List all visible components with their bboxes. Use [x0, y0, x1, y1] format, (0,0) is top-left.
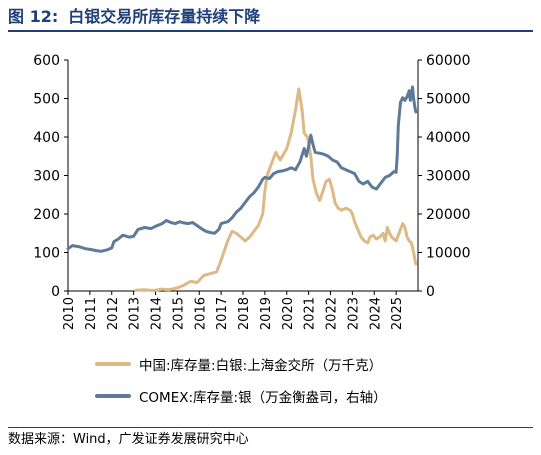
x-tick-label: 2024 [368, 297, 383, 330]
legend-swatch-comex [95, 394, 131, 398]
legend-label-china: 中国:库存量:白银:上海金交所（万千克） [139, 358, 383, 374]
left-tick-label: 200 [33, 207, 60, 223]
chart-legend: 中国:库存量:白银:上海金交所（万千克） COMEX:库存量:银（万金衡盎司，右… [95, 352, 387, 416]
legend-item-comex: COMEX:库存量:银（万金衡盎司，右轴） [95, 384, 387, 408]
series-line-comex [66, 85, 418, 253]
x-tick-label: 2018 [237, 297, 252, 330]
x-tick-label: 2021 [303, 297, 318, 330]
left-tick-label: 400 [33, 130, 60, 146]
figure-title-text: 白银交易所库存量持续下降 [68, 7, 261, 26]
chart-axes: 0 100 200 300 400 500 600 0 10000 20000 30000 40000… [33, 53, 470, 330]
left-tick-label: 100 [33, 246, 60, 262]
x-tick-label: 2025 [390, 297, 405, 330]
source-rule [8, 427, 533, 428]
figure-title: 图 12: 白银交易所库存量持续下降 [8, 5, 528, 29]
left-tick-label: 600 [33, 53, 60, 69]
x-tick-label: 2019 [259, 297, 274, 330]
series-line-china [134, 87, 418, 293]
x-tick-label: 2022 [325, 297, 340, 330]
x-tick-label: 2013 [128, 297, 143, 330]
left-tick-label: 300 [33, 169, 60, 185]
x-tick-label: 2014 [150, 297, 165, 330]
right-tick-label: 60000 [426, 53, 471, 69]
x-tick-label: 2010 [62, 297, 77, 330]
title-rule [8, 30, 533, 32]
right-tick-label: 30000 [426, 169, 471, 185]
chart-series [66, 85, 418, 293]
x-tick-label: 2012 [106, 297, 121, 330]
x-tick-label: 2023 [346, 297, 361, 330]
right-tick-label: 40000 [426, 130, 471, 146]
left-tick-label: 500 [33, 92, 60, 108]
right-tick-label: 0 [426, 284, 435, 300]
source-note: 数据来源：Wind，广发证券发展研究中心 [8, 432, 249, 447]
x-tick-label: 2016 [193, 297, 208, 330]
left-tick-label: 0 [51, 284, 60, 300]
right-tick-label: 10000 [426, 246, 471, 262]
x-tick-label: 2020 [281, 297, 296, 330]
legend-item-china: 中国:库存量:白银:上海金交所（万千克） [95, 352, 387, 376]
figure-number: 图 12: [8, 7, 59, 26]
x-tick-label: 2015 [171, 297, 186, 330]
x-tick-label: 2011 [84, 297, 99, 330]
legend-swatch-china [95, 362, 131, 366]
legend-label-comex: COMEX:库存量:银（万金衡盎司，右轴） [139, 390, 387, 406]
x-tick-label: 2017 [215, 297, 230, 330]
right-tick-label: 50000 [426, 92, 471, 108]
right-tick-label: 20000 [426, 207, 471, 223]
